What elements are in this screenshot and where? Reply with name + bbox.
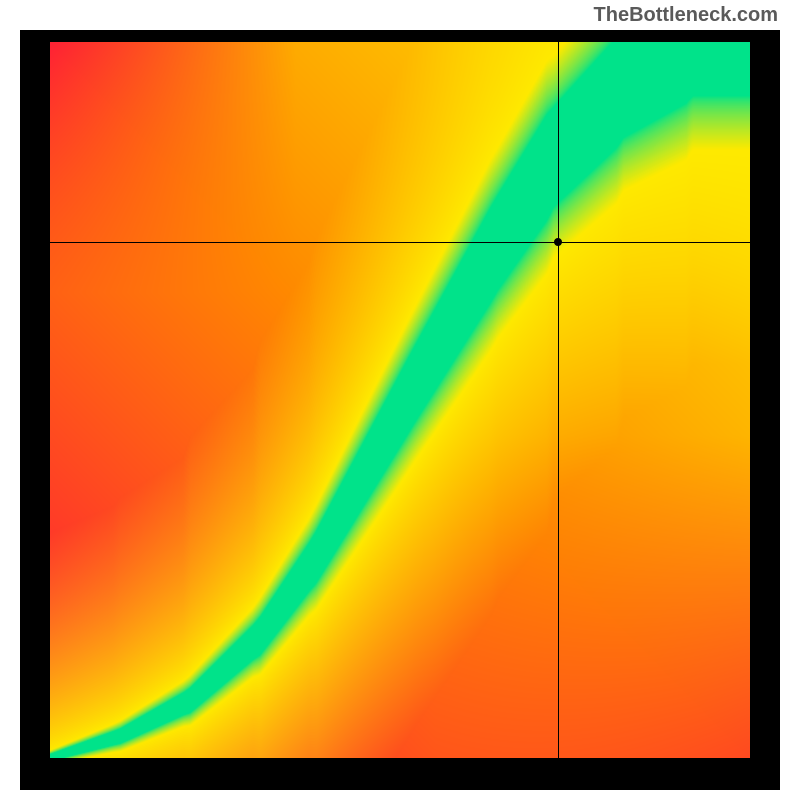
crosshair-vertical: [558, 42, 559, 758]
heatmap-plot-area: [50, 42, 750, 758]
watermark-text: TheBottleneck.com: [594, 4, 778, 27]
heatmap-canvas: [50, 42, 750, 758]
bottleneck-marker-dot: [554, 238, 562, 246]
crosshair-horizontal: [50, 242, 750, 243]
chart-outer-frame: [20, 30, 780, 790]
